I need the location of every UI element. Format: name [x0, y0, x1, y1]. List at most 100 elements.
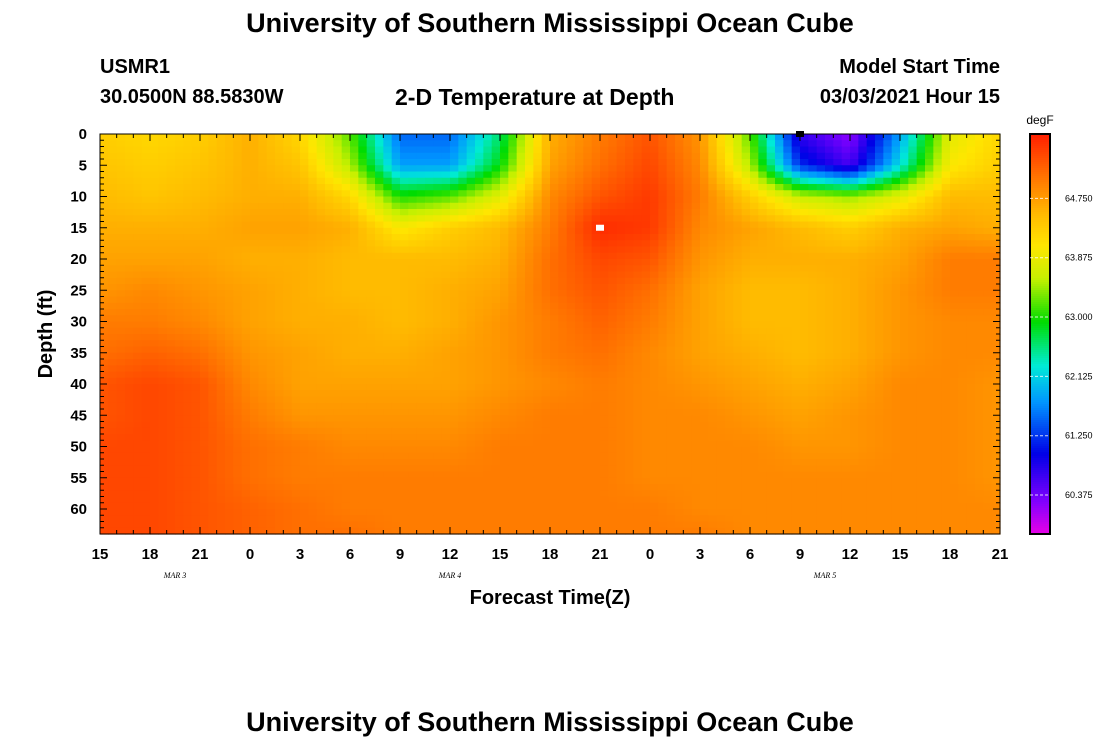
- heatmap-cell: [833, 271, 843, 279]
- heatmap-cell: [950, 134, 959, 141]
- heatmap-cell: [800, 271, 809, 279]
- heatmap-cell: [875, 227, 884, 235]
- heatmap-cell: [916, 171, 926, 179]
- heatmap-cell: [650, 221, 659, 229]
- heatmap-cell: [716, 377, 726, 385]
- heatmap-cell: [416, 146, 426, 154]
- heatmap-cell: [433, 134, 443, 141]
- heatmap-cell: [175, 327, 184, 335]
- heatmap-cell: [575, 359, 584, 366]
- heatmap-cell: [683, 284, 693, 291]
- heatmap-cell: [933, 327, 943, 335]
- heatmap-cell: [666, 327, 676, 335]
- heatmap-cell: [291, 421, 301, 429]
- heatmap-cell: [200, 327, 209, 335]
- heatmap-cell: [700, 152, 709, 160]
- heatmap-cell: [116, 415, 126, 423]
- heatmap-cell: [183, 202, 193, 210]
- heatmap-cell: [175, 290, 184, 298]
- heatmap-cell: [541, 321, 551, 329]
- heatmap-cell: [491, 402, 501, 410]
- heatmap-cell: [325, 234, 334, 241]
- heatmap-cell: [558, 196, 568, 204]
- heatmap-cell: [250, 177, 259, 185]
- heatmap-cell: [625, 346, 634, 354]
- heatmap-cell: [208, 409, 218, 416]
- heatmap-cell: [808, 215, 818, 223]
- heatmap-cell: [366, 209, 376, 216]
- heatmap-cell: [908, 321, 918, 329]
- heatmap-cell: [908, 152, 918, 160]
- heatmap-cell: [641, 352, 651, 360]
- heatmap-cell: [458, 196, 468, 204]
- heatmap-cell: [833, 359, 843, 366]
- heatmap-cell: [416, 309, 426, 316]
- heatmap-cell: [208, 390, 218, 398]
- heatmap-cell: [833, 209, 843, 216]
- heatmap-cell: [308, 277, 318, 285]
- heatmap-cell: [525, 221, 534, 229]
- heatmap-cell: [183, 234, 193, 241]
- heatmap-cell: [750, 140, 759, 148]
- heatmap-cell: [591, 402, 601, 410]
- heatmap-cell: [483, 134, 493, 141]
- heatmap-cell: [583, 246, 593, 254]
- heatmap-cell: [775, 265, 784, 273]
- heatmap-cell: [800, 246, 809, 254]
- heatmap-cell: [183, 371, 193, 379]
- heatmap-cell: [358, 346, 368, 354]
- heatmap-cell: [525, 296, 534, 304]
- heatmap-cell: [383, 365, 393, 373]
- heatmap-cell: [258, 190, 268, 198]
- heatmap-cell: [258, 377, 268, 385]
- heatmap-cell: [858, 134, 868, 141]
- heatmap-cell: [691, 371, 701, 379]
- heatmap-cell: [716, 184, 726, 191]
- heatmap-cell: [891, 171, 901, 179]
- heatmap-cell: [583, 327, 593, 335]
- heatmap-cell: [541, 146, 551, 154]
- heatmap-cell: [683, 234, 693, 241]
- heatmap-cell: [291, 396, 301, 404]
- heatmap-cell: [850, 352, 859, 360]
- heatmap-cell: [391, 334, 401, 341]
- heatmap-cell: [841, 215, 851, 223]
- heatmap-cell: [475, 265, 484, 273]
- heatmap-cell: [691, 227, 701, 235]
- heatmap-cell: [433, 215, 443, 223]
- heatmap-cell: [600, 190, 609, 198]
- heatmap-cell: [875, 296, 884, 304]
- heatmap-cell: [566, 402, 576, 410]
- heatmap-cell: [533, 296, 543, 304]
- heatmap-cell: [775, 327, 784, 335]
- heatmap-cell: [641, 146, 651, 154]
- heatmap-cell: [191, 340, 201, 348]
- heatmap-cell: [750, 302, 759, 310]
- heatmap-cell: [450, 196, 459, 204]
- heatmap-cell: [300, 240, 309, 248]
- heatmap-cell: [433, 140, 443, 148]
- heatmap-cell: [166, 402, 176, 410]
- heatmap-cell: [166, 227, 176, 235]
- heatmap-cell: [808, 252, 818, 260]
- heatmap-cell: [300, 146, 309, 154]
- heatmap-cell: [233, 209, 243, 216]
- heatmap-cell: [516, 227, 526, 235]
- heatmap-cell: [100, 165, 109, 173]
- heatmap-cell: [500, 396, 509, 404]
- heatmap-cell: [291, 165, 301, 173]
- heatmap-cell: [533, 196, 543, 204]
- heatmap-cell: [100, 396, 109, 404]
- heatmap-cell: [550, 140, 559, 148]
- heatmap-cell: [966, 246, 976, 254]
- heatmap-cell: [500, 227, 509, 235]
- heatmap-cell: [200, 284, 209, 291]
- heatmap-cell: [891, 265, 901, 273]
- heatmap-cell: [450, 140, 459, 148]
- heatmap-cell: [391, 327, 401, 335]
- heatmap-cell: [508, 190, 518, 198]
- heatmap-cell: [716, 321, 726, 329]
- heatmap-cell: [266, 334, 276, 341]
- heatmap-cell: [108, 321, 118, 329]
- heatmap-cell: [958, 371, 968, 379]
